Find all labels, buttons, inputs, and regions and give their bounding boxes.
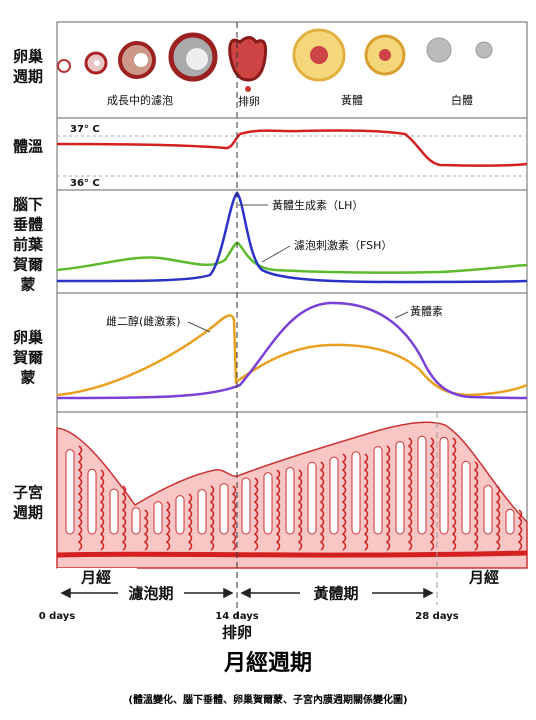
spiral-artery [363, 453, 369, 551]
row-label: 週期 [13, 504, 43, 522]
gland [109, 488, 119, 535]
spiral-artery [407, 437, 413, 551]
menses-label: 月經 [468, 569, 499, 587]
gland [175, 495, 185, 535]
gland [329, 456, 339, 535]
phase-label: 黃體期 [313, 585, 358, 603]
gland [241, 477, 251, 535]
spiral-artery [385, 445, 391, 551]
stage-label: 成長中的濾泡 [107, 93, 173, 107]
ovary-icons [57, 28, 493, 92]
menses-label: 月經 [80, 569, 111, 587]
gland [153, 501, 163, 535]
row-label: 卵巢 [13, 329, 43, 347]
spiral-artery [187, 493, 193, 551]
progesterone-curve [56, 301, 528, 400]
gland [65, 449, 75, 535]
phase-arrows [60, 587, 434, 599]
phase-label: 濾泡期 [128, 585, 173, 603]
lh-curve [56, 191, 528, 284]
row-label: 腦下 [13, 196, 43, 214]
gland [417, 435, 427, 535]
spiral-artery [517, 509, 523, 551]
stage-label: 白體 [451, 93, 473, 107]
day-label: 0 days [39, 611, 76, 622]
spiral-artery [253, 477, 259, 551]
spiral-artery [473, 461, 479, 551]
row-label: 蒙 [20, 276, 35, 294]
temperature-tick: 36° C [70, 178, 100, 189]
row-label: 卵巢 [13, 48, 43, 66]
spiral-artery [451, 437, 457, 551]
row-label: 垂體 [13, 216, 43, 234]
spiral-artery [275, 469, 281, 551]
spiral-artery [495, 485, 501, 551]
temperature-lines [57, 135, 527, 177]
fsh-curve [56, 241, 528, 274]
menses-box [57, 568, 137, 588]
day-label: 14 days [215, 611, 259, 622]
gland [87, 468, 97, 535]
title: 月經週期 [223, 650, 312, 676]
gland [263, 472, 273, 535]
row-label: 賀爾 [12, 256, 43, 274]
curve-label: 黃體素 [410, 305, 443, 318]
gland [219, 483, 229, 535]
gland [461, 460, 471, 535]
gland [439, 436, 449, 535]
spiral-artery [99, 469, 105, 551]
gland [307, 461, 317, 535]
spiral-artery [165, 501, 171, 551]
spiral-artery [77, 445, 83, 551]
curve-label: 黃體生成素（LH） [272, 198, 363, 212]
temperature-tick: 37° C [70, 124, 100, 135]
day-label: 28 days [415, 611, 459, 622]
curve-label: 雌二醇(雌激素) [106, 314, 181, 328]
gland [285, 466, 295, 535]
row-label: 賀爾 [12, 349, 43, 367]
callout-lines [187, 204, 409, 333]
temperature-curve [56, 129, 528, 167]
gland [351, 451, 361, 535]
gland [373, 446, 383, 535]
spiral-artery [341, 453, 347, 551]
gland [483, 484, 493, 535]
row-label: 體溫 [13, 138, 43, 156]
ovulation-label: 排卵 [222, 624, 252, 642]
stage-label: 排卵 [238, 94, 260, 108]
spiral-artery [143, 509, 149, 551]
endometrium [56, 421, 528, 569]
gland [197, 489, 207, 535]
subtitle: (體溫變化、腦下垂體、卵巢賀爾蒙、子宮內膜週期關係變化圖) [128, 693, 407, 706]
stage-label: 黃體 [341, 94, 363, 107]
uterine-base-vessel [56, 550, 528, 558]
spiral-artery [231, 485, 237, 551]
spiral-artery [319, 461, 325, 551]
spiral-artery [297, 469, 303, 551]
spiral-artery [121, 485, 127, 551]
gland [395, 440, 405, 535]
spiral-artery [209, 485, 215, 551]
row-label: 子宮 [13, 484, 43, 502]
row-label: 蒙 [20, 369, 35, 387]
gland [131, 507, 141, 535]
row-label: 週期 [13, 68, 43, 86]
gland [505, 508, 515, 535]
row-label: 前葉 [13, 236, 44, 254]
spiral-artery [429, 437, 435, 551]
curve-label: 濾泡刺激素（FSH） [294, 238, 392, 252]
